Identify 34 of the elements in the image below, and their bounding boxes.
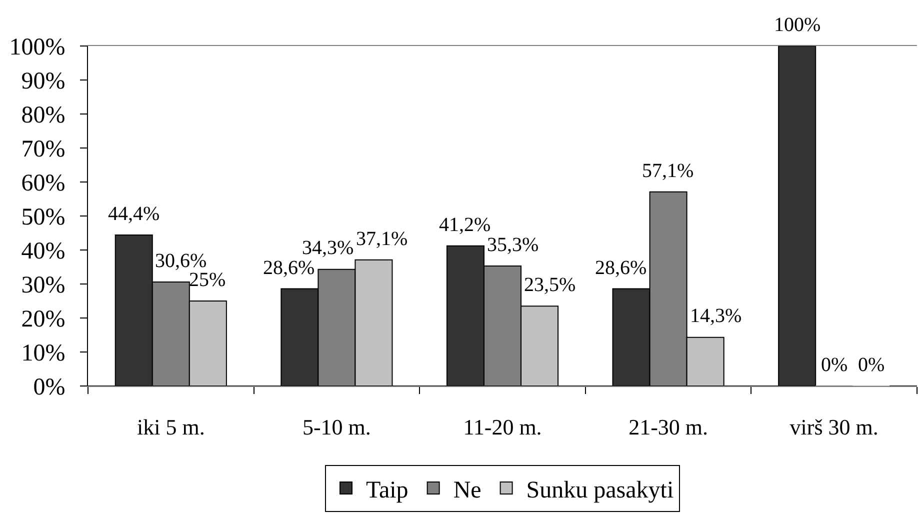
y-tick-label: 80% [21, 102, 66, 128]
data-label: 28,6% [595, 257, 647, 279]
data-label: 28,6% [263, 257, 315, 279]
y-tick-label: 90% [21, 68, 66, 94]
legend-label: Sunku pasakyti [526, 477, 674, 504]
legend-label: Ne [453, 477, 482, 504]
data-label: 14,3% [690, 305, 742, 327]
x-tick-label: 21-30 m. [628, 414, 708, 440]
data-label: 30,6% [155, 250, 207, 272]
y-tick-label: 50% [21, 204, 66, 230]
y-tick-label: 60% [21, 170, 66, 196]
data-label: 25% [189, 269, 226, 291]
legend-label: Taip [366, 477, 408, 504]
x-tick-label: 11-20 m. [463, 414, 542, 440]
y-tick-label: 20% [21, 306, 66, 332]
data-label: 57,1% [642, 160, 694, 182]
data-label: 41,2% [439, 214, 491, 236]
data-label: 44,4% [108, 203, 160, 225]
x-tick-label: iki 5 m. [136, 414, 205, 440]
data-label: 0% [821, 354, 848, 376]
y-tick-label: 10% [21, 340, 66, 366]
y-tick-label: 70% [21, 136, 66, 162]
data-label: 34,3% [302, 237, 354, 259]
data-label: 35,3% [487, 234, 539, 256]
y-tick-label: 30% [21, 272, 66, 298]
data-label: 0% [858, 354, 885, 376]
x-tick-label: 5-10 m. [302, 414, 371, 440]
x-tick-label: virš 30 m. [790, 414, 878, 440]
data-label: 37,1% [356, 228, 408, 250]
y-tick-label: 0% [33, 374, 66, 400]
data-label: 23,5% [524, 274, 576, 296]
y-tick-label: 100% [9, 34, 66, 60]
data-label: 100% [774, 14, 821, 36]
y-tick-label: 40% [21, 238, 66, 264]
